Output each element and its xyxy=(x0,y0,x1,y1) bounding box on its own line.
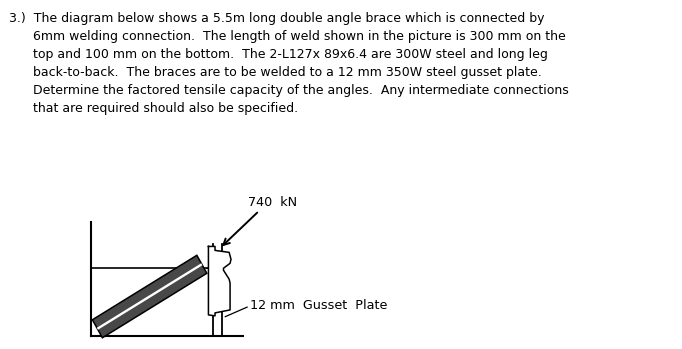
Polygon shape xyxy=(92,255,207,338)
Polygon shape xyxy=(97,263,203,330)
Text: 12 mm  Gusset  Plate: 12 mm Gusset Plate xyxy=(250,299,387,312)
Text: 740  kN: 740 kN xyxy=(248,196,297,209)
Text: 3.)  The diagram below shows a 5.5m long double angle brace which is connected b: 3.) The diagram below shows a 5.5m long … xyxy=(9,12,569,115)
Polygon shape xyxy=(209,246,231,316)
